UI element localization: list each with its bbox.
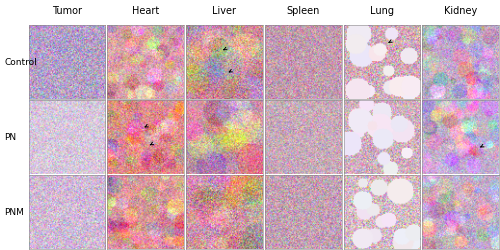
Text: PN: PN bbox=[4, 133, 16, 142]
Text: Kidney: Kidney bbox=[444, 6, 477, 16]
Text: Lung: Lung bbox=[370, 6, 394, 16]
Text: Heart: Heart bbox=[132, 6, 159, 16]
Text: Tumor: Tumor bbox=[52, 6, 82, 16]
Text: Liver: Liver bbox=[212, 6, 236, 16]
Text: PNM: PNM bbox=[4, 208, 24, 217]
Text: Spleen: Spleen bbox=[286, 6, 320, 16]
Text: Control: Control bbox=[4, 58, 37, 67]
